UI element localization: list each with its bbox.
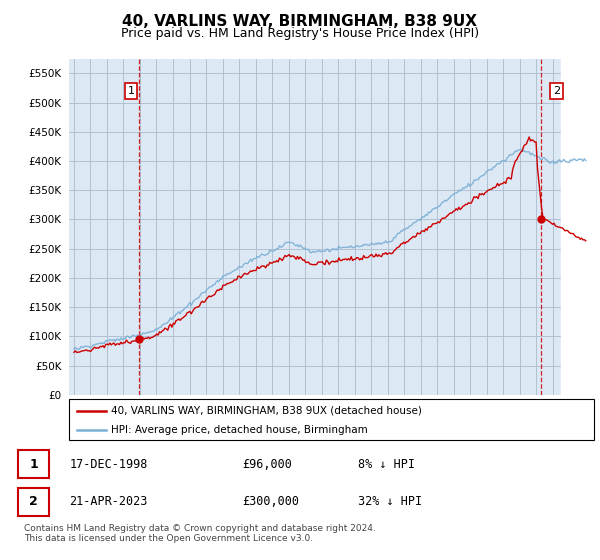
Text: 8% ↓ HPI: 8% ↓ HPI xyxy=(358,458,415,470)
Text: Price paid vs. HM Land Registry's House Price Index (HPI): Price paid vs. HM Land Registry's House … xyxy=(121,27,479,40)
Bar xyxy=(561,59,600,395)
Text: 2: 2 xyxy=(553,86,560,96)
Bar xyxy=(18,450,49,478)
Text: £300,000: £300,000 xyxy=(242,496,299,508)
Text: £96,000: £96,000 xyxy=(242,458,292,470)
Text: 40, VARLINS WAY, BIRMINGHAM, B38 9UX: 40, VARLINS WAY, BIRMINGHAM, B38 9UX xyxy=(122,14,478,29)
Text: 2: 2 xyxy=(29,496,38,508)
Text: HPI: Average price, detached house, Birmingham: HPI: Average price, detached house, Birm… xyxy=(111,424,368,435)
Text: 40, VARLINS WAY, BIRMINGHAM, B38 9UX (detached house): 40, VARLINS WAY, BIRMINGHAM, B38 9UX (de… xyxy=(111,405,422,416)
Text: 32% ↓ HPI: 32% ↓ HPI xyxy=(358,496,422,508)
Text: Contains HM Land Registry data © Crown copyright and database right 2024.
This d: Contains HM Land Registry data © Crown c… xyxy=(24,524,376,543)
Text: 21-APR-2023: 21-APR-2023 xyxy=(70,496,148,508)
Bar xyxy=(18,488,49,516)
Text: 17-DEC-1998: 17-DEC-1998 xyxy=(70,458,148,470)
Text: 1: 1 xyxy=(29,458,38,470)
Text: 1: 1 xyxy=(128,86,134,96)
